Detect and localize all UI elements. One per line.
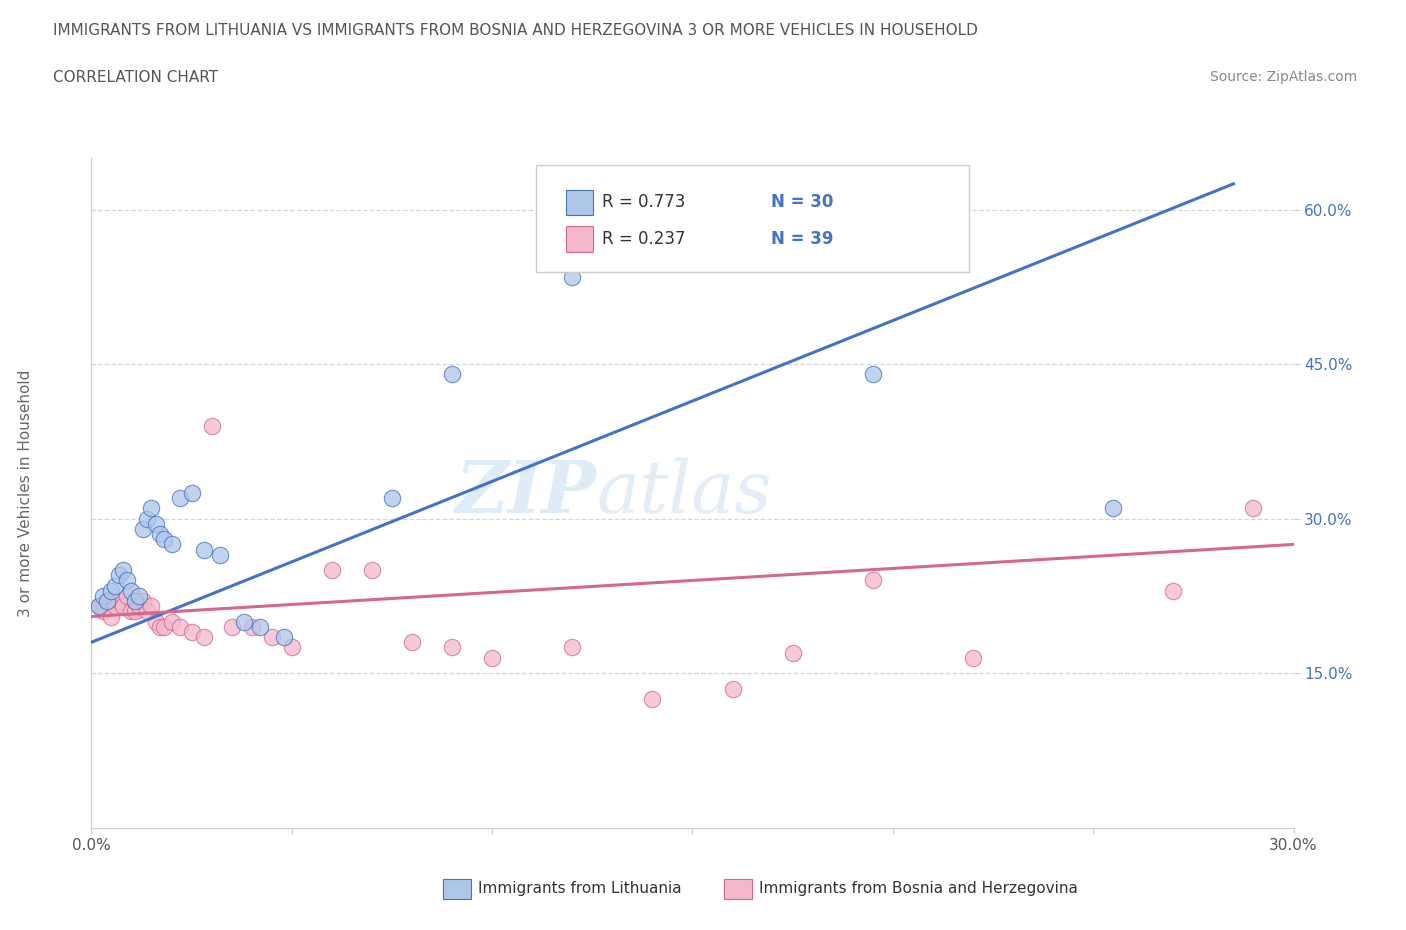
- Text: 3 or more Vehicles in Household: 3 or more Vehicles in Household: [18, 369, 32, 617]
- Point: [124, 604, 146, 618]
- Point: [240, 619, 263, 634]
- Point: [260, 630, 283, 644]
- Point: [89, 599, 111, 614]
- Point: [112, 563, 135, 578]
- Point: [121, 604, 143, 618]
- Point: [561, 269, 583, 284]
- Point: [1102, 501, 1125, 516]
- Point: [148, 526, 170, 541]
- Point: [93, 604, 115, 618]
- Point: [132, 593, 155, 608]
- Point: [152, 619, 174, 634]
- Point: [117, 589, 139, 604]
- Point: [169, 619, 191, 634]
- Point: [201, 418, 224, 433]
- Point: [221, 619, 243, 634]
- Point: [180, 485, 202, 500]
- Point: [121, 583, 143, 598]
- Point: [232, 614, 254, 629]
- Point: [249, 619, 271, 634]
- Text: CORRELATION CHART: CORRELATION CHART: [53, 70, 218, 85]
- Point: [141, 599, 163, 614]
- Point: [132, 522, 155, 537]
- Point: [401, 635, 423, 650]
- FancyBboxPatch shape: [567, 190, 593, 215]
- Point: [136, 604, 159, 618]
- Point: [112, 599, 135, 614]
- Text: N = 39: N = 39: [770, 230, 834, 248]
- Text: Immigrants from Lithuania: Immigrants from Lithuania: [478, 881, 682, 896]
- Text: R = 0.237: R = 0.237: [602, 230, 686, 248]
- Point: [104, 578, 127, 593]
- Text: ZIP: ZIP: [456, 458, 596, 528]
- Point: [561, 640, 583, 655]
- Point: [93, 589, 115, 604]
- Point: [104, 599, 127, 614]
- Point: [148, 619, 170, 634]
- Point: [128, 589, 150, 604]
- Point: [145, 614, 167, 629]
- Point: [152, 532, 174, 547]
- Point: [641, 692, 664, 707]
- Point: [128, 599, 150, 614]
- Point: [193, 630, 215, 644]
- Point: [481, 650, 503, 665]
- Point: [273, 630, 295, 644]
- Point: [1163, 583, 1185, 598]
- Point: [117, 573, 139, 588]
- Point: [100, 583, 122, 598]
- Point: [96, 593, 118, 608]
- Text: Immigrants from Bosnia and Herzegovina: Immigrants from Bosnia and Herzegovina: [759, 881, 1078, 896]
- Point: [169, 491, 191, 506]
- Point: [440, 367, 463, 382]
- FancyBboxPatch shape: [567, 226, 593, 252]
- Point: [108, 568, 131, 583]
- Text: atlas: atlas: [596, 458, 772, 528]
- Point: [141, 501, 163, 516]
- Point: [360, 563, 382, 578]
- Point: [862, 573, 884, 588]
- Text: IMMIGRANTS FROM LITHUANIA VS IMMIGRANTS FROM BOSNIA AND HERZEGOVINA 3 OR MORE VE: IMMIGRANTS FROM LITHUANIA VS IMMIGRANTS …: [53, 23, 979, 38]
- Point: [180, 625, 202, 640]
- Point: [108, 593, 131, 608]
- Point: [962, 650, 984, 665]
- Point: [89, 599, 111, 614]
- Point: [145, 516, 167, 531]
- Point: [100, 609, 122, 624]
- Point: [782, 645, 804, 660]
- Point: [136, 512, 159, 526]
- Point: [1243, 501, 1265, 516]
- Point: [193, 542, 215, 557]
- Text: N = 30: N = 30: [770, 193, 832, 211]
- Text: R = 0.773: R = 0.773: [602, 193, 686, 211]
- Text: Source: ZipAtlas.com: Source: ZipAtlas.com: [1209, 70, 1357, 84]
- Point: [281, 640, 304, 655]
- Point: [96, 593, 118, 608]
- FancyBboxPatch shape: [536, 165, 969, 272]
- Point: [124, 593, 146, 608]
- Point: [160, 614, 183, 629]
- Point: [208, 547, 231, 562]
- Point: [160, 537, 183, 551]
- Point: [321, 563, 343, 578]
- Point: [440, 640, 463, 655]
- Point: [721, 681, 744, 696]
- Point: [862, 367, 884, 382]
- Point: [381, 491, 404, 506]
